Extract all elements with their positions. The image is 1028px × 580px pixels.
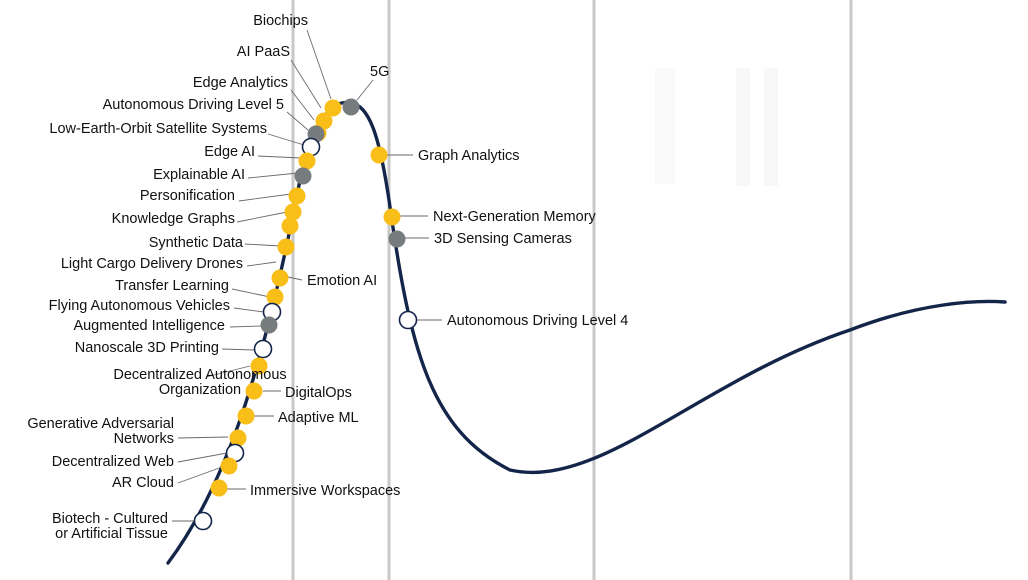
leader-light-cargo-delivery-drones [246,261,277,267]
marker-knowledge-graphs[interactable] [284,203,302,221]
leader-explainable-ai [247,172,299,179]
label-5g: 5G [370,64,389,80]
label-personification: Personification [140,188,235,204]
marker-personification[interactable] [288,187,306,205]
leader-transfer-learning [231,288,271,298]
leader-augmented-intelligence [229,325,262,328]
label-biochips: Biochips [253,13,308,29]
marker-transfer-learning[interactable] [266,288,284,306]
leader-ar-cloud [177,466,223,484]
label-biotech-tissue: Biotech - Cultured or Artificial Tissue [52,511,168,542]
marker-immersive-workspaces[interactable] [210,479,228,497]
label-edge-analytics: Edge Analytics [193,75,288,91]
leader-lines [172,29,442,522]
leader-personification [238,193,292,202]
marker-light-cargo-delivery-drones[interactable] [277,238,295,256]
watermark-bar-1 [655,68,675,184]
leader-ai-paas [290,59,322,109]
phase-dividers [291,0,853,580]
leader-autonomous-driving-level-5 [286,111,309,131]
marker-gan[interactable] [229,429,247,447]
label-autonomous-driving-level-5: Autonomous Driving Level 5 [103,97,284,113]
label-digitalops: DigitalOps [285,385,352,401]
marker-edge-ai[interactable] [298,152,316,170]
watermark-bar-3 [764,68,778,186]
leader-leo-satellite-systems [267,133,305,146]
marker-digitalops[interactable] [245,382,263,400]
label-ai-paas: AI PaaS [237,44,290,60]
label-autonomous-driving-level-4: Autonomous Driving Level 4 [447,313,628,329]
marker-next-generation-memory[interactable] [383,208,401,226]
label-adaptive-ml: Adaptive ML [278,410,359,426]
marker-augmented-intelligence[interactable] [260,316,278,334]
marker-emotion-ai[interactable] [271,269,289,287]
label-immersive-workspaces: Immersive Workspaces [250,483,400,499]
leader-edge-ai [257,155,302,159]
marker-5g[interactable] [342,98,360,116]
leader-biochips [306,29,332,100]
label-emotion-ai: Emotion AI [307,273,377,289]
label-next-generation-memory: Next-Generation Memory [433,209,597,225]
label-nanoscale-3d-printing: Nanoscale 3D Printing [75,340,219,356]
marker-ar-cloud[interactable] [220,457,238,475]
label-leo-satellite-systems: Low-Earth-Orbit Satellite Systems [49,121,267,137]
label-explainable-ai: Explainable AI [153,167,245,183]
marker-adaptive-ml[interactable] [237,407,255,425]
watermark [655,68,778,186]
leader-synthetic-data [244,243,282,247]
label-3d-sensing-cameras: 3D Sensing Cameras [434,231,572,247]
marker-biochips[interactable] [324,99,342,117]
leader-dao [205,365,251,378]
label-augmented-intelligence: Augmented Intelligence [73,318,225,334]
label-light-cargo-delivery-drones: Light Cargo Delivery Drones [61,256,243,272]
label-synthetic-data: Synthetic Data [149,235,244,251]
technology-labels: Biochips AI PaaS 5G Edge Analytics Auton… [27,13,628,542]
leader-flying-autonomous-vehicles [233,307,265,313]
leader-gan [177,436,229,439]
label-edge-ai: Edge AI [204,144,255,160]
label-graph-analytics: Graph Analytics [418,148,520,164]
marker-autonomous-driving-level-4[interactable] [398,310,418,330]
label-transfer-learning: Transfer Learning [115,278,229,294]
marker-dao[interactable] [250,357,268,375]
marker-biotech-tissue[interactable] [193,511,213,531]
label-dao: Decentralized Autonomous Organization [113,367,286,398]
leader-nanoscale-3d-printing [221,348,255,351]
leader-knowledge-graphs [236,211,288,223]
marker-nanoscale-3d-printing[interactable] [253,339,273,359]
leader-edge-analytics [290,89,315,121]
watermark-bar-2 [736,68,750,186]
marker-graph-analytics[interactable] [370,146,388,164]
leader-emotion-ai [287,276,303,281]
label-gan: Generative Adversarial Networks [27,416,174,447]
label-knowledge-graphs: Knowledge Graphs [112,211,235,227]
marker-explainable-ai[interactable] [294,167,312,185]
leader-5g [356,79,374,101]
technology-markers [193,98,418,531]
marker-synthetic-data[interactable] [281,217,299,235]
label-decentralized-web: Decentralized Web [52,454,174,470]
marker-3d-sensing-cameras[interactable] [388,230,406,248]
label-flying-autonomous-vehicles: Flying Autonomous Vehicles [49,298,230,314]
label-ar-cloud: AR Cloud [112,475,174,491]
leader-decentralized-web [177,452,228,463]
